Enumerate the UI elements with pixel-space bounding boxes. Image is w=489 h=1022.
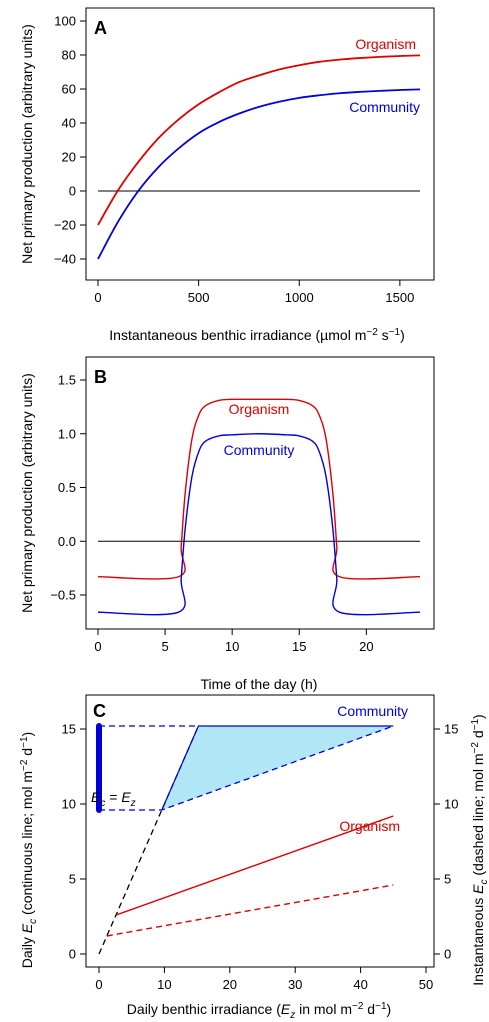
y-tick-label: 1.0 bbox=[58, 426, 76, 441]
panel-b: −0.5 0.0 0.5 1.0 1.5 0 5 10 15 20 B Organism Com… bbox=[19, 356, 435, 692]
x-tick-label: 50 bbox=[419, 977, 433, 992]
y-tick-label-right: 15 bbox=[444, 722, 458, 737]
panel-label-c: C bbox=[93, 701, 106, 721]
organism-curve-b bbox=[97, 398, 421, 580]
legend-label-organism-a: Organism bbox=[355, 36, 416, 52]
x-tick-label: 40 bbox=[353, 977, 367, 992]
plot-frame-b bbox=[85, 356, 435, 630]
x-tick-label: 500 bbox=[188, 290, 210, 305]
x-axis-label-a: Instantaneous benthic irradiance (µmol m… bbox=[109, 327, 404, 343]
panel-c: 0 5 10 15 0 5 10 15 0 10 20 30 40 50 C Community Or… bbox=[19, 694, 489, 1021]
identity-label: Ec = Ez bbox=[91, 789, 136, 809]
y-tick-label: 80 bbox=[62, 48, 76, 63]
legend-label-organism-b: Organism bbox=[229, 401, 290, 417]
legend-label-organism-c: Organism bbox=[339, 818, 400, 834]
legend-label-community-b: Community bbox=[224, 442, 295, 458]
y-tick-label: −0.5 bbox=[50, 588, 76, 603]
x-axis-label-c: Daily benthic irradiance (Ez in mol m−2 … bbox=[127, 1001, 391, 1021]
x-tick-label: 1000 bbox=[285, 290, 314, 305]
legend-label-community-a: Community bbox=[349, 99, 420, 115]
x-tick-label: 10 bbox=[225, 639, 239, 654]
y-tick-label: 0 bbox=[69, 184, 76, 199]
y-tick-label: 40 bbox=[62, 116, 76, 131]
legend-label-community-c: Community bbox=[337, 703, 408, 719]
organism-instantaneous-line bbox=[106, 884, 394, 937]
x-tick-label: 20 bbox=[359, 639, 373, 654]
y-tick-label: 100 bbox=[54, 14, 76, 29]
panel-label-a: A bbox=[94, 18, 107, 38]
x-tick-label: 1500 bbox=[385, 290, 414, 305]
community-daily-line bbox=[161, 725, 394, 811]
y-tick-label: 60 bbox=[62, 82, 76, 97]
community-curve-b bbox=[97, 433, 421, 616]
y-tick-label: −20 bbox=[54, 218, 76, 233]
organism-daily-line bbox=[115, 815, 394, 916]
y-tick-label: −40 bbox=[54, 252, 76, 267]
y-axis-label-b: Net primary production (arbitrary units) bbox=[19, 373, 35, 613]
y-tick-label-right: 0 bbox=[444, 947, 451, 962]
x-tick-label: 0 bbox=[94, 639, 101, 654]
y-axis-label-a: Net primary production (arbitrary units) bbox=[19, 24, 35, 264]
y-tick-label: 20 bbox=[62, 150, 76, 165]
y-tick-label: 0.0 bbox=[58, 534, 76, 549]
plot-frame-c bbox=[85, 694, 435, 968]
plot-frame-a bbox=[85, 7, 435, 281]
y-axis-label-right-c: Instantaneous Ec (dashed line; mol m−2 d… bbox=[470, 714, 489, 985]
identity-line bbox=[98, 725, 200, 955]
x-tick-label: 10 bbox=[157, 977, 171, 992]
y-tick-label-right: 10 bbox=[444, 797, 458, 812]
x-axis-label-b: Time of the day (h) bbox=[201, 676, 318, 692]
y-tick-label: 0 bbox=[69, 947, 76, 962]
y-tick-label: 5 bbox=[69, 872, 76, 887]
panel-a: −40 −20 0 20 40 60 80 100 0 500 1000 1500 A Organi… bbox=[19, 7, 435, 343]
community-instantaneous-line bbox=[99, 725, 394, 811]
x-tick-label: 0 bbox=[95, 977, 102, 992]
x-tick-label: 5 bbox=[161, 639, 168, 654]
y-tick-label: 1.5 bbox=[58, 373, 76, 388]
x-tick-label: 20 bbox=[223, 977, 237, 992]
community-curve-a bbox=[97, 88, 421, 260]
organism-curve-a bbox=[97, 54, 421, 226]
x-tick-label: 15 bbox=[292, 639, 306, 654]
y-tick-label: 0.5 bbox=[58, 480, 76, 495]
y-tick-label: 10 bbox=[62, 797, 76, 812]
x-tick-label: 0 bbox=[94, 290, 101, 305]
y-tick-label-right: 5 bbox=[444, 872, 451, 887]
panel-label-b: B bbox=[94, 367, 107, 387]
x-tick-label: 30 bbox=[288, 977, 302, 992]
y-tick-label: 15 bbox=[62, 722, 76, 737]
y-axis-label-c: Daily Ec (continuous line; mol m−2 d−1) bbox=[19, 732, 39, 968]
